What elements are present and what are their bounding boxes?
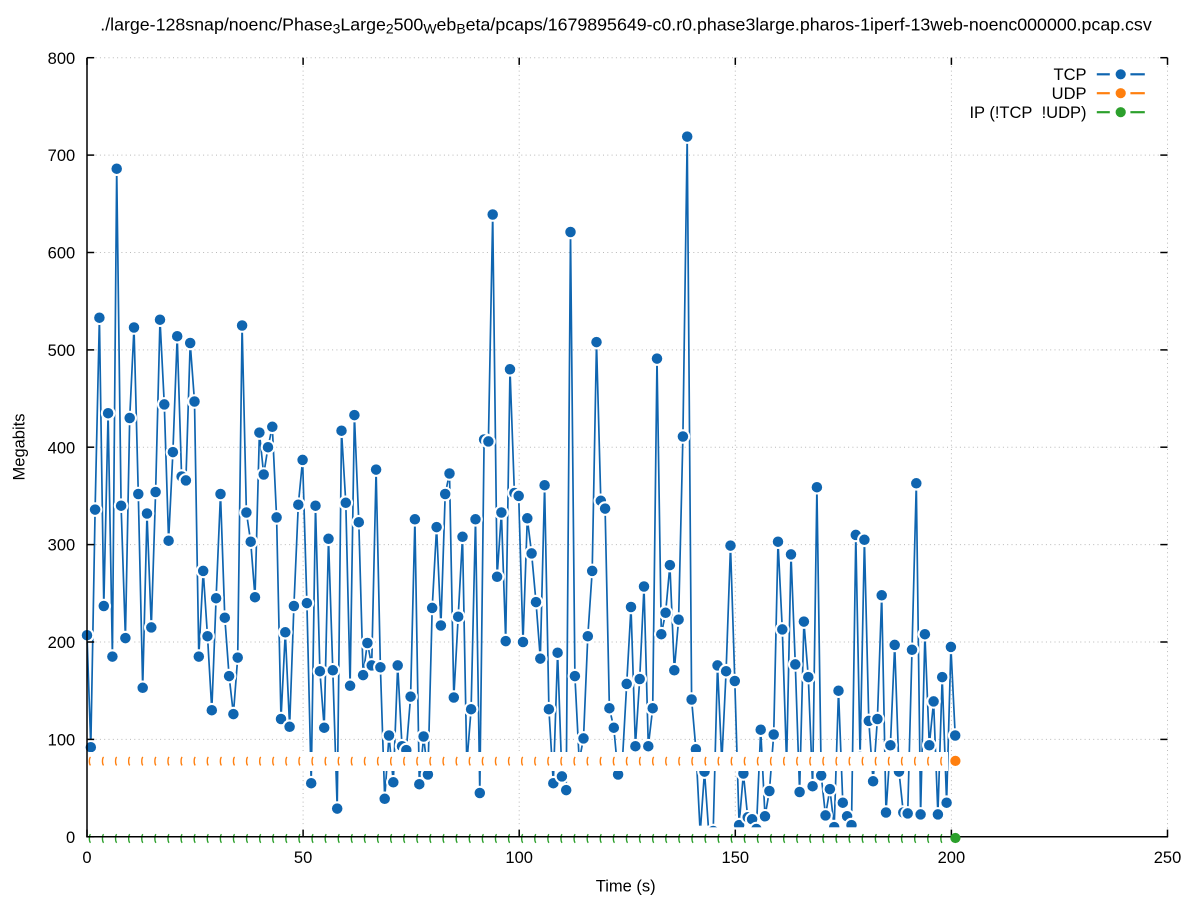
svg-text:0: 0 — [82, 849, 91, 867]
svg-text:200: 200 — [938, 849, 966, 867]
svg-text:400: 400 — [48, 439, 76, 457]
svg-text:50: 50 — [294, 849, 312, 867]
svg-text:700: 700 — [48, 147, 76, 165]
svg-text:UDP: UDP — [1052, 85, 1087, 103]
svg-text:250: 250 — [1154, 849, 1182, 867]
svg-text:800: 800 — [48, 50, 76, 68]
svg-text:200: 200 — [48, 634, 76, 652]
svg-text:Time (s): Time (s) — [596, 878, 656, 896]
svg-text:./large-128snap/noenc/Phase3La: ./large-128snap/noenc/Phase3Large2500Web… — [100, 15, 1152, 37]
svg-text:500: 500 — [48, 342, 76, 360]
svg-text:Megabits: Megabits — [11, 414, 29, 481]
svg-text:100: 100 — [48, 732, 76, 750]
svg-text:TCP: TCP — [1054, 66, 1087, 84]
svg-text:300: 300 — [48, 537, 76, 555]
svg-text:100: 100 — [505, 849, 533, 867]
svg-text:600: 600 — [48, 245, 76, 263]
svg-text:150: 150 — [722, 849, 750, 867]
svg-text:IP (!TCP !UDP): IP (!TCP !UDP) — [969, 104, 1086, 122]
svg-text:0: 0 — [66, 829, 75, 847]
